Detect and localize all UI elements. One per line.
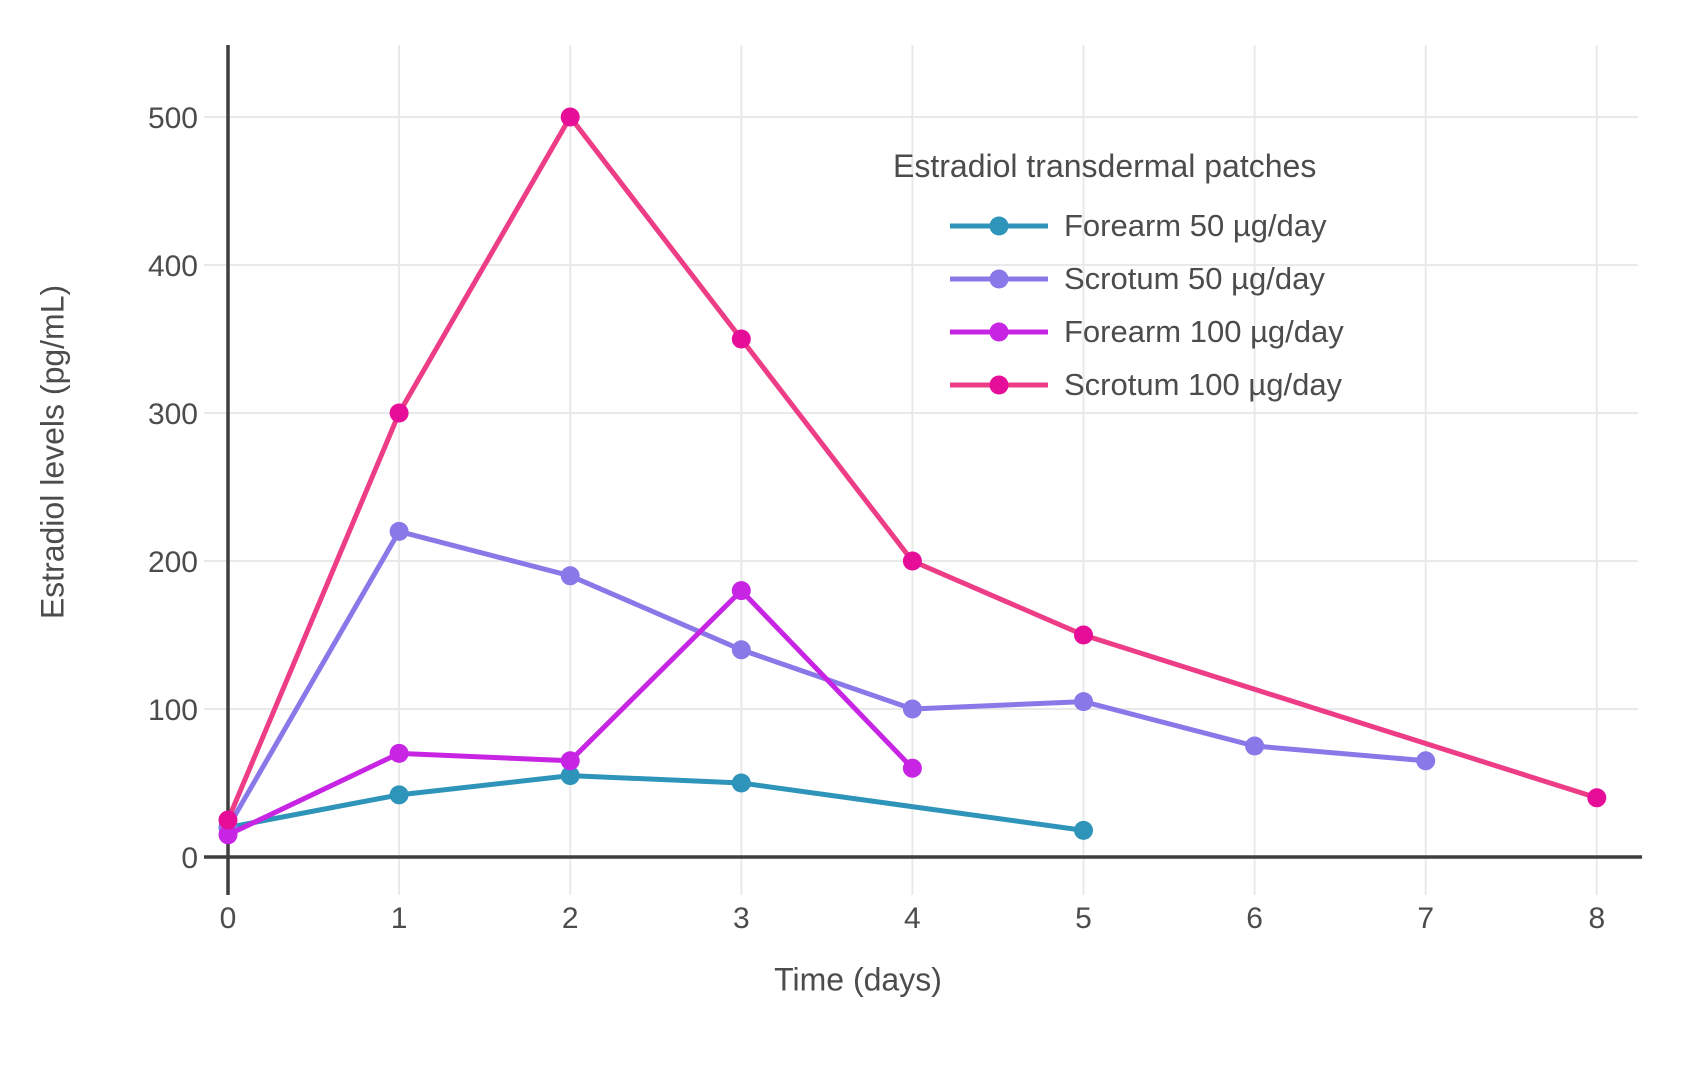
legend-item: Forearm 100 µg/day	[893, 305, 1344, 358]
data-point-marker	[560, 107, 580, 127]
data-point-marker	[902, 551, 922, 571]
data-point-marker	[560, 766, 580, 786]
legend-item: Forearm 50 µg/day	[893, 199, 1344, 252]
y-tick-label: 0	[181, 842, 198, 875]
x-tick-label: 3	[733, 902, 750, 935]
data-point-marker	[1245, 736, 1265, 756]
data-point-marker	[218, 825, 238, 845]
data-point-marker	[389, 785, 409, 805]
data-point-marker	[389, 743, 409, 763]
y-tick-label: 400	[148, 250, 198, 283]
y-tick-label: 500	[148, 102, 198, 135]
data-point-marker	[731, 773, 751, 793]
legend-item-label: Scrotum 50 µg/day	[1064, 260, 1325, 296]
legend-item-label: Forearm 50 µg/day	[1064, 207, 1327, 243]
x-tick-label: 6	[1246, 902, 1263, 935]
data-point-marker	[389, 521, 409, 541]
data-point-marker	[389, 403, 409, 423]
data-point-marker	[731, 640, 751, 660]
legend-item: Scrotum 100 µg/day	[893, 358, 1344, 411]
legend-item-label: Scrotum 100 µg/day	[1064, 366, 1343, 402]
series-line	[225, 773, 1086, 833]
x-tick-label: 1	[391, 902, 408, 935]
data-point-marker	[1416, 751, 1436, 771]
legend-title: Estradiol transdermal patches	[893, 148, 1317, 184]
legend-items: Forearm 50 µg/day Scrotum 50 µg/day Forear…	[893, 199, 1344, 411]
y-tick-label: 100	[148, 694, 198, 727]
data-point-marker	[902, 758, 922, 778]
x-tick-label: 8	[1588, 902, 1605, 935]
legend-swatch-icon	[950, 216, 1048, 235]
y-tick-label: 200	[148, 546, 198, 579]
data-point-marker	[1074, 692, 1093, 712]
data-point-marker	[1074, 820, 1093, 840]
y-axis-title: Estradiol levels (pg/mL)	[34, 284, 71, 620]
data-point-marker	[560, 566, 580, 586]
x-axis-title: Time (days)	[774, 961, 942, 998]
data-point-marker	[731, 581, 751, 601]
legend-item-label: Forearm 100 µg/day	[1064, 313, 1344, 349]
x-tick-label: 7	[1417, 902, 1434, 935]
legend: Estradiol transdermal patches Forearm 50…	[893, 148, 1344, 411]
y-tick-label: 300	[148, 398, 198, 431]
x-tick-label: 0	[220, 902, 237, 935]
data-point-marker	[1074, 625, 1093, 645]
data-point-marker	[218, 810, 238, 830]
legend-swatch-icon	[950, 322, 1048, 341]
legend-swatch-icon	[950, 375, 1048, 394]
data-point-marker	[902, 699, 922, 719]
legend-swatch-icon	[950, 269, 1048, 288]
x-tick-label: 4	[904, 902, 921, 935]
data-point-marker	[731, 329, 751, 349]
data-point-marker	[560, 751, 580, 771]
data-point-marker	[1587, 788, 1607, 808]
legend-item: Scrotum 50 µg/day	[893, 252, 1344, 305]
x-tick-label: 2	[562, 902, 579, 935]
x-tick-label: 5	[1075, 902, 1092, 935]
